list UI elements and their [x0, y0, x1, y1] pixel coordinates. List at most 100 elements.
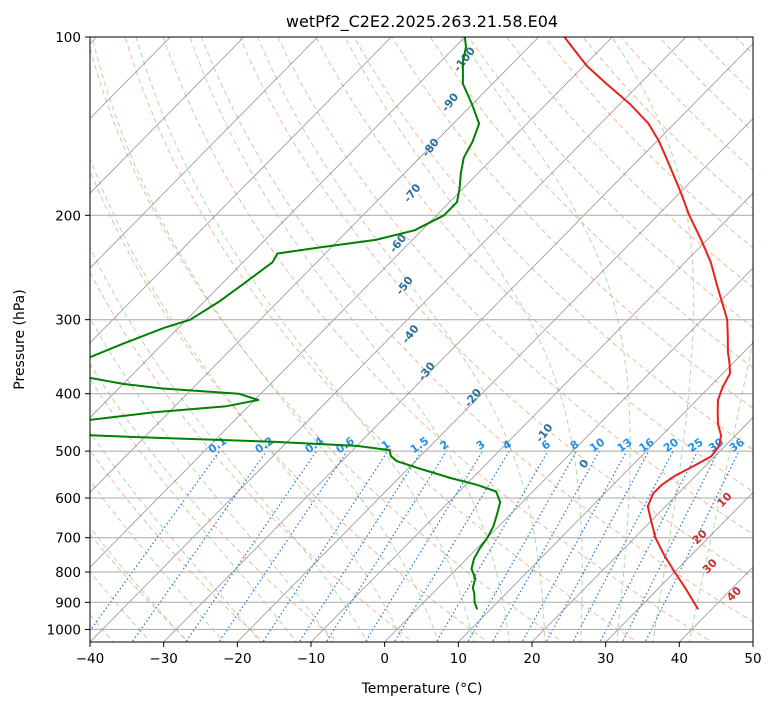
dry-adiabat-line: [90, 533, 190, 642]
moist-adiabat-label: -70: [401, 181, 424, 205]
isotherm-line: [752, 641, 753, 642]
moist-adiabat-label: -40: [399, 322, 422, 346]
dry-adiabat-line: [506, 37, 753, 288]
mixing-ratio-line: [262, 450, 389, 642]
dry-adiabat-line: [468, 37, 753, 328]
isotherm-line: [605, 491, 753, 642]
isobars: [90, 37, 753, 630]
plot-frame: [89, 36, 754, 643]
dry-adiabat-line: [429, 37, 753, 369]
isotherm-line: [163, 43, 753, 642]
mixing-ratio-label: 25: [686, 436, 706, 455]
dry-adiabat-line: [162, 37, 713, 642]
y-tick-label: 700: [55, 531, 81, 547]
dry-adiabat-line: [200, 37, 753, 623]
mixing-ratio-line: [325, 450, 447, 642]
temperature-profile-line: [563, 37, 731, 610]
dry-adiabat-label: 20: [690, 527, 710, 547]
mixing-ratio-line: [298, 450, 423, 642]
dry-adiabat-label: 30: [700, 556, 720, 576]
x-tick-label: 0: [380, 651, 389, 667]
isotherm-line: [90, 37, 687, 642]
mixing-ratio-lines: [90, 450, 740, 642]
dry-adiabat-line: [582, 37, 753, 210]
dry-adiabat-line: [391, 37, 753, 409]
moist-adiabat-line: [459, 37, 631, 642]
plot-area: 0.1 0.2 0.4 0.6 1 1.5 2 3 4 6 8 10 13 16 20 25 30 36 1020…: [90, 37, 753, 642]
mixing-ratio-label: 4: [500, 438, 514, 453]
x-tick-label: 30: [597, 651, 614, 667]
dry-adiabat-line: [353, 37, 753, 451]
y-tick-label: 500: [55, 444, 81, 460]
moist-adiabat-labels: -100-90-80-70-60-50-40-30-20-100: [387, 44, 592, 471]
moist-adiabat-label: -10: [533, 421, 556, 445]
mixing-ratio-labels: 0.1 0.2 0.4 0.6 1 1.5 2 3 4 6 8 10 13 16 20 25 30 36: [206, 434, 747, 456]
dry-adiabat-line: [277, 37, 753, 535]
dry-adiabat-line: [90, 271, 414, 642]
chart-title: wetPf2_C2E2.2025.263.21.58.E04: [286, 12, 558, 32]
mixing-ratio-line: [572, 450, 674, 642]
moist-adiabat-line: [135, 37, 475, 642]
mixing-ratio-label: 2: [438, 438, 452, 453]
x-axis-ticks: −40 −30 −20 −10 0 10 20 30 40 50: [76, 642, 762, 667]
dry-adiabat-label: 40: [724, 584, 744, 604]
isotherm-line: [531, 417, 753, 642]
x-tick-label: −40: [76, 651, 105, 667]
y-tick-label: 300: [55, 313, 81, 329]
isotherms: [90, 37, 753, 642]
dry-adiabat-line: [239, 37, 753, 579]
isotherm-line: [90, 37, 466, 419]
moist-adiabat-line: [90, 377, 297, 642]
dewpoint-profile-line: [90, 37, 502, 610]
mixing-ratio-label: 1.5: [408, 434, 431, 456]
moist-adiabat-line: [189, 37, 510, 642]
moist-adiabats: [90, 37, 753, 642]
profile-lines: [90, 37, 731, 610]
mixing-ratio-label: 3: [474, 438, 488, 453]
y-tick-label: 400: [55, 387, 81, 403]
mixing-ratio-line: [218, 450, 348, 642]
moist-adiabat-label: -50: [393, 274, 416, 298]
dry-adiabats: [90, 37, 753, 642]
isotherm-line: [237, 117, 753, 642]
mixing-ratio-label: 0.1: [206, 434, 229, 456]
y-tick-label: 1000: [47, 622, 81, 638]
mixing-ratio-line: [435, 450, 549, 642]
moist-adiabat-line: [257, 37, 546, 642]
moist-adiabat-line: [90, 317, 333, 642]
mixing-ratio-label: 16: [637, 435, 657, 455]
dry-adiabat-line: [620, 37, 753, 171]
y-axis-label: Pressure (hPa): [12, 289, 28, 389]
moist-adiabat-line: [90, 246, 369, 642]
x-tick-label: 40: [671, 651, 688, 667]
moist-adiabat-label: -20: [462, 386, 485, 410]
y-tick-label: 200: [55, 208, 81, 224]
isotherm-line: [90, 37, 613, 568]
x-tick-label: −20: [223, 651, 252, 667]
mixing-ratio-line: [545, 450, 650, 642]
mixing-ratio-line: [621, 450, 719, 642]
dry-adiabat-line: [697, 37, 753, 94]
mixing-ratio-label: 8: [568, 438, 582, 453]
y-tick-label: 600: [55, 491, 81, 507]
x-axis-label: Temperature (°C): [361, 681, 483, 697]
dry-adiabat-line: [315, 37, 753, 493]
moist-adiabat-line: [90, 156, 404, 642]
y-tick-label: 100: [55, 30, 81, 46]
moist-adiabat-line: [688, 337, 753, 642]
moist-adiabat-label: -90: [439, 90, 462, 114]
x-tick-label: 50: [744, 651, 761, 667]
isotherm-line: [90, 37, 245, 194]
x-tick-label: 10: [450, 651, 467, 667]
moist-adiabat-label: -80: [419, 136, 442, 160]
dry-adiabat-line: [735, 37, 753, 56]
x-tick-label: −30: [149, 651, 178, 667]
isotherm-line: [90, 37, 539, 494]
moist-adiabat-line: [90, 526, 188, 642]
mixing-ratio-line: [491, 450, 600, 642]
x-tick-label: −10: [297, 651, 326, 667]
isotherm-line: [90, 37, 392, 344]
y-tick-label: 900: [55, 595, 81, 611]
